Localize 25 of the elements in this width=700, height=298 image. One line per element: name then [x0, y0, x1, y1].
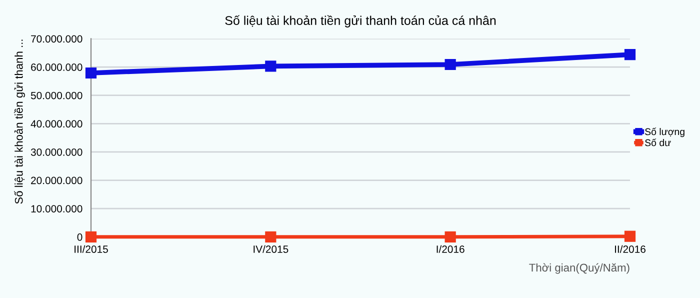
x-tick-label: III/2015 — [74, 245, 108, 253]
y-tick-label: 40.000.000 — [30, 120, 82, 128]
y-axis-title: Số liệu tài khoản tiền gửi thanh ... — [14, 40, 25, 204]
x-tick-label: IV/2015 — [254, 245, 288, 253]
chart-title: Số liệu tài khoản tiền gửi thanh toán của cá nhân — [225, 15, 496, 28]
point — [85, 231, 97, 242]
point — [624, 230, 636, 242]
point — [265, 60, 276, 72]
point — [444, 58, 456, 70]
point — [265, 231, 276, 242]
y-tick-label: 30.000.000 — [30, 148, 82, 156]
legend-label: Số dư — [645, 138, 671, 146]
y-tick-label: 10.000.000 — [31, 205, 82, 212]
x-axis-title: Thời gian(Quý/Năm) — [529, 263, 630, 274]
point — [444, 231, 456, 242]
y-tick-label: 0 — [77, 233, 82, 241]
legend-label: Số lượng — [645, 128, 684, 138]
y-tick-label: 20.000.000 — [31, 176, 82, 184]
point — [624, 49, 636, 60]
x-tick-label: II/2016 — [615, 245, 646, 253]
y-tick-label: 60.000.000 — [31, 64, 82, 71]
y-tick-label: 70.000.000 — [31, 35, 82, 43]
y-tick-label: 50.000.000 — [30, 92, 82, 100]
x-tick-label: I/2016 — [436, 245, 464, 253]
point — [85, 67, 97, 79]
